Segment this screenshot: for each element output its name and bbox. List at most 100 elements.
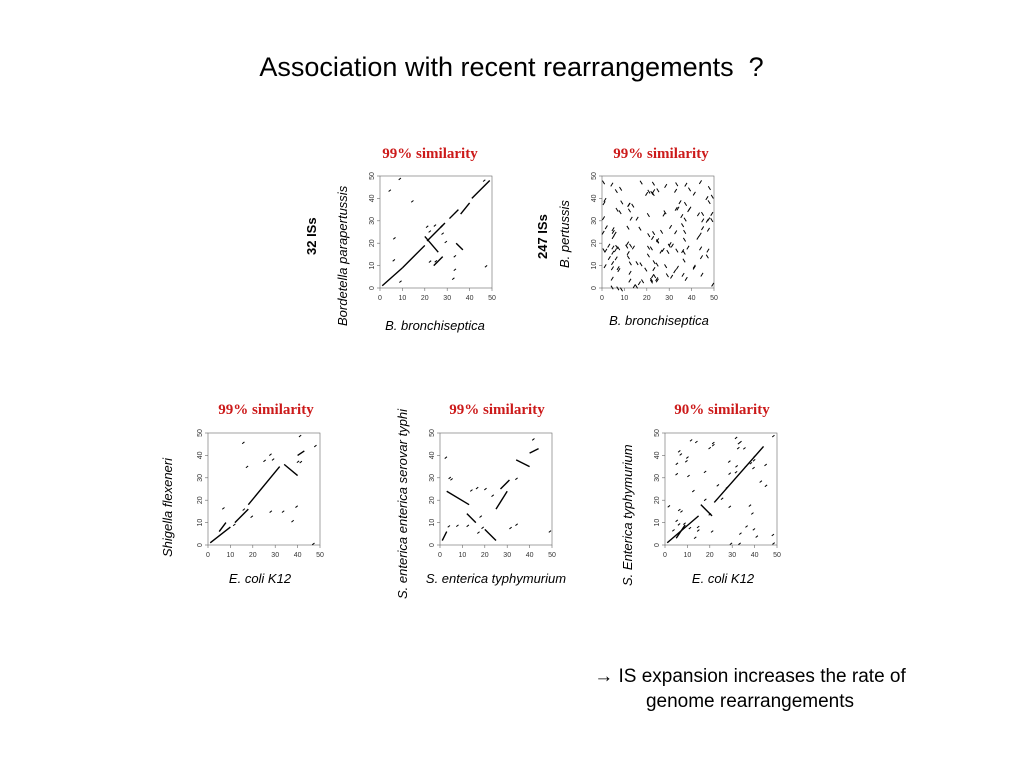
y-tick-label: 10 — [591, 262, 598, 270]
alignment-dot — [626, 225, 630, 230]
alignment-dot — [687, 208, 691, 213]
alignment-dot — [635, 216, 639, 221]
alignment-dot — [632, 284, 636, 289]
alignment-dot — [696, 235, 700, 240]
alignment-dot — [759, 480, 763, 483]
x-tick-label: 30 — [443, 295, 451, 302]
alignment-dot — [668, 224, 673, 229]
alignment-dot — [221, 507, 225, 510]
y-tick-label: 20 — [654, 496, 661, 504]
alignment-dot — [664, 264, 668, 269]
alignment-dot — [616, 286, 620, 291]
alignment-dot — [683, 229, 687, 234]
alignment-segment — [455, 242, 464, 251]
alignment-dot — [444, 456, 448, 459]
x-tick-label: 30 — [503, 552, 511, 559]
alignment-dot — [241, 441, 245, 445]
x-tick-label: 40 — [526, 552, 534, 559]
alignment-dot — [692, 264, 696, 269]
alignment-dot — [748, 504, 752, 507]
alignment-dot — [269, 453, 272, 456]
similarity-label: 99% similarity — [218, 402, 314, 418]
y-tick-label: 0 — [591, 286, 598, 290]
page-title: Association with recent rearrangements ? — [259, 52, 764, 82]
x-axis-label: E. coli K12 — [691, 571, 755, 586]
alignment-dot — [469, 489, 473, 492]
y-tick-label: 40 — [429, 451, 436, 459]
alignment-segment — [448, 209, 459, 220]
alignment-segment — [471, 179, 491, 199]
y-axis-label: Bordetella parapertussis — [335, 185, 350, 326]
y-tick-label: 20 — [369, 239, 376, 247]
alignment-dot — [677, 523, 681, 526]
y-tick-label: 50 — [591, 172, 598, 180]
alignment-dot — [479, 515, 483, 518]
alignment-dot — [607, 255, 611, 261]
alignment-segment — [283, 463, 299, 477]
y-tick-label: 0 — [369, 286, 376, 290]
x-tick-label: 40 — [466, 295, 474, 302]
y-tick-label: 40 — [591, 194, 598, 202]
alignment-dot — [655, 277, 659, 282]
alignment-dot — [398, 177, 402, 181]
x-tick-label: 20 — [706, 552, 714, 559]
y-tick-label: 10 — [429, 519, 436, 527]
alignment-dot — [455, 524, 459, 528]
alignment-dot — [626, 255, 630, 260]
alignment-dot — [673, 269, 677, 274]
x-tick-label: 10 — [621, 295, 629, 302]
alignment-dot — [649, 277, 654, 283]
alignment-dot — [703, 498, 707, 502]
x-tick-label: 40 — [751, 552, 759, 559]
alignment-dot — [693, 536, 697, 540]
alignment-dot — [694, 440, 698, 444]
alignment-segment — [433, 256, 444, 267]
alignment-dot — [707, 186, 711, 191]
alignment-dot — [611, 261, 615, 266]
alignment-dot — [450, 478, 453, 481]
alignment-dot — [291, 519, 295, 523]
alignment-segment — [446, 490, 470, 506]
y-tick-label: 50 — [429, 429, 436, 437]
alignment-dot — [614, 256, 618, 261]
alignment-dot — [699, 255, 704, 260]
alignment-dot — [666, 249, 670, 254]
alignment-dot — [607, 243, 611, 248]
alignment-dot — [628, 261, 632, 266]
alignment-dot — [680, 510, 683, 513]
alignment-dot — [627, 208, 632, 213]
alignment-dot — [651, 235, 655, 241]
alignment-segment — [495, 490, 508, 510]
y-tick-label: 50 — [197, 429, 204, 437]
alignment-dot — [295, 505, 299, 508]
similarity-label: 99% similarity — [613, 146, 709, 162]
alignment-dot — [710, 194, 714, 199]
alignment-dot — [682, 250, 686, 255]
alignment-segment — [247, 466, 281, 506]
alignment-dot — [434, 260, 438, 263]
plot-frame — [439, 432, 553, 546]
alignment-dot — [618, 210, 622, 215]
alignment-segment — [401, 244, 426, 269]
alignment-dot — [683, 522, 686, 525]
alignment-dot — [641, 279, 645, 284]
similarity-label: 90% similarity — [674, 402, 770, 418]
alignment-segment — [218, 522, 227, 532]
alignment-dot — [603, 197, 607, 202]
alignment-dot — [428, 260, 432, 263]
plot-frame — [601, 175, 715, 289]
alignment-dot — [610, 182, 614, 187]
y-tick-label: 20 — [197, 496, 204, 504]
x-axis-label: B. bronchiseptica — [385, 318, 485, 333]
alignment-dot — [700, 272, 704, 277]
x-tick-label: 0 — [663, 552, 667, 559]
y-tick-label: 50 — [654, 429, 661, 437]
y-tick-label: 0 — [197, 543, 204, 547]
alignment-dot — [242, 508, 246, 511]
alignment-dot — [491, 494, 495, 498]
alignment-dot — [296, 460, 300, 464]
dotplot-chart: 0 0 10 10 20 20 30 30 40 40 50 50 — [369, 172, 496, 302]
alignment-segment — [466, 513, 477, 524]
alignment-dot — [752, 528, 756, 531]
alignment-dot — [399, 280, 402, 283]
